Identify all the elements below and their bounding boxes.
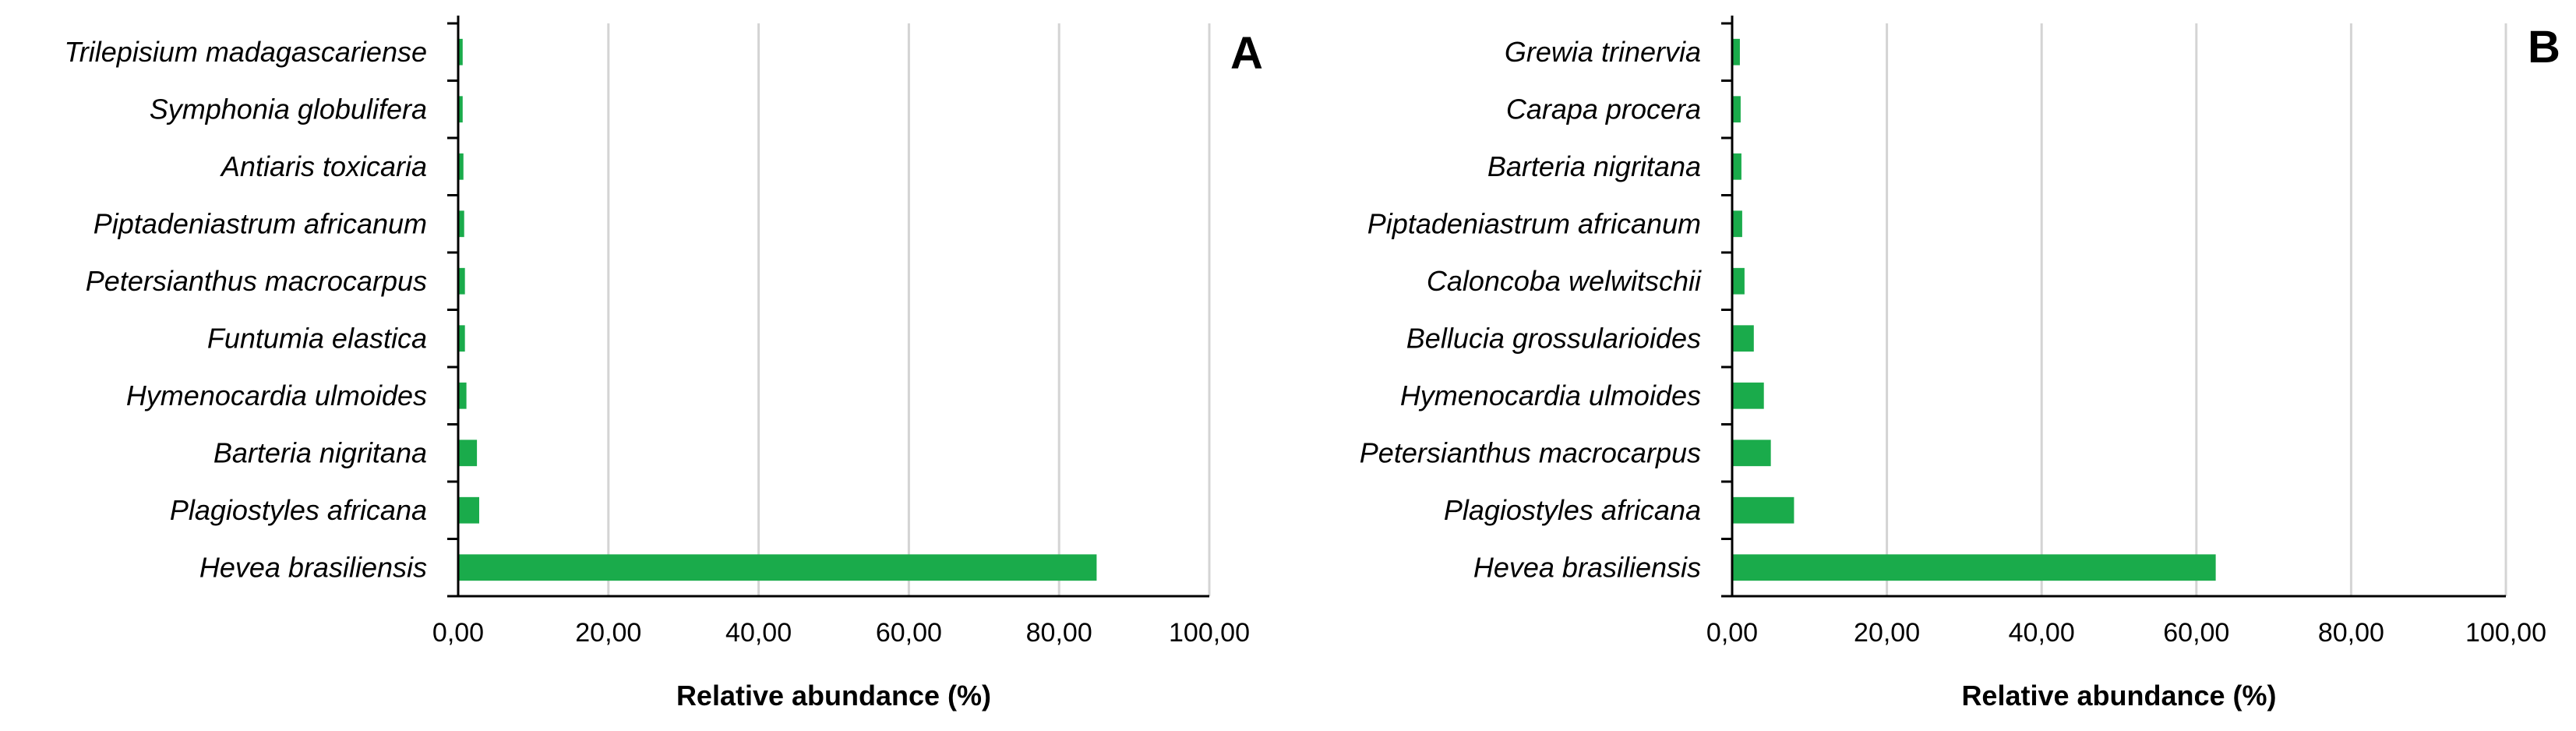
category-label-a-6: Hymenocardia ulmoides: [126, 380, 427, 411]
category-label-b-2: Barteria nigritana: [1487, 150, 1701, 182]
category-label-b-4: Caloncoba welwitschii: [1427, 265, 1702, 297]
category-label-b-7: Petersianthus macrocarpus: [1360, 436, 1701, 468]
category-label-a-5: Funtumia elastica: [207, 322, 427, 354]
panel-label-b: B: [2528, 22, 2560, 72]
bar-b-2: [1732, 153, 1741, 180]
bar-a-3: [458, 210, 464, 238]
category-label-a-2: Antiaris toxicaria: [220, 150, 427, 182]
x-tick-label-b-3: 60,00: [2163, 618, 2229, 648]
x-axis-title-b: Relative abundance (%): [1961, 680, 2276, 712]
category-label-b-6: Hymenocardia ulmoides: [1400, 380, 1701, 411]
x-tick-label-b-0: 0,00: [1706, 618, 1758, 648]
category-label-b-5: Bellucia grossularioides: [1406, 322, 1701, 354]
bar-a-5: [458, 325, 465, 352]
category-label-b-9: Hevea brasiliensis: [1473, 551, 1701, 583]
x-axis-title-a: Relative abundance (%): [676, 680, 991, 712]
x-tick-label-b-5: 100,00: [2465, 618, 2546, 648]
category-label-a-1: Symphonia globulifera: [150, 93, 427, 125]
category-label-a-3: Piptadeniastrum africanum: [94, 207, 427, 239]
bar-b-0: [1732, 38, 1740, 65]
category-label-a-0: Trilepisium madagascariense: [64, 36, 427, 68]
bar-chart-b: Grewia trinervia Carapa procera Barteria n…: [1360, 16, 2560, 712]
category-label-a-8: Plagiostyles africana: [170, 494, 427, 526]
x-tick-label-b-2: 40,00: [2009, 618, 2075, 648]
bar-b-3: [1732, 210, 1742, 238]
bar-chart-a: Trilepisium madagascariense Symphonia glo…: [64, 16, 1263, 712]
category-label-b-3: Piptadeniastrum africanum: [1367, 207, 1701, 239]
x-tick-label-b-4: 80,00: [2318, 618, 2384, 648]
bar-b-9: [1732, 554, 2216, 581]
x-tick-label-a-3: 60,00: [876, 618, 942, 648]
x-tick-label-a-4: 80,00: [1026, 618, 1092, 648]
bar-a-2: [458, 153, 464, 180]
bar-b-8: [1732, 496, 1794, 524]
bar-a-7: [458, 440, 478, 467]
chart-panel-b: Grewia trinervia Carapa procera Barteria n…: [1288, 0, 2576, 731]
category-label-b-1: Carapa procera: [1506, 93, 1701, 125]
category-label-b-8: Plagiostyles africana: [1444, 494, 1701, 526]
bar-b-7: [1732, 440, 1771, 467]
bar-a-4: [458, 267, 465, 295]
bar-b-6: [1732, 382, 1764, 409]
panel-label-a: A: [1230, 28, 1263, 79]
x-tick-label-a-5: 100,00: [1169, 618, 1250, 648]
x-tick-label-a-2: 40,00: [725, 618, 792, 648]
bar-a-9: [458, 554, 1097, 581]
bar-a-6: [458, 382, 467, 409]
x-tick-label-a-0: 0,00: [432, 618, 484, 648]
x-tick-label-a-1: 20,00: [575, 618, 641, 648]
bar-a-0: [458, 38, 463, 65]
bar-b-5: [1732, 325, 1754, 352]
category-label-b-0: Grewia trinervia: [1505, 36, 1701, 68]
bar-b-1: [1732, 96, 1741, 123]
category-label-a-7: Barteria nigritana: [213, 436, 427, 468]
bar-b-4: [1732, 267, 1745, 295]
bar-a-1: [458, 96, 463, 123]
bar-a-8: [458, 496, 479, 524]
category-label-a-4: Petersianthus macrocarpus: [86, 265, 427, 297]
x-tick-label-b-1: 20,00: [1854, 618, 1920, 648]
category-label-a-9: Hevea brasiliensis: [199, 551, 427, 583]
chart-panel-a: Trilepisium madagascariense Symphonia glo…: [64, 16, 1263, 712]
